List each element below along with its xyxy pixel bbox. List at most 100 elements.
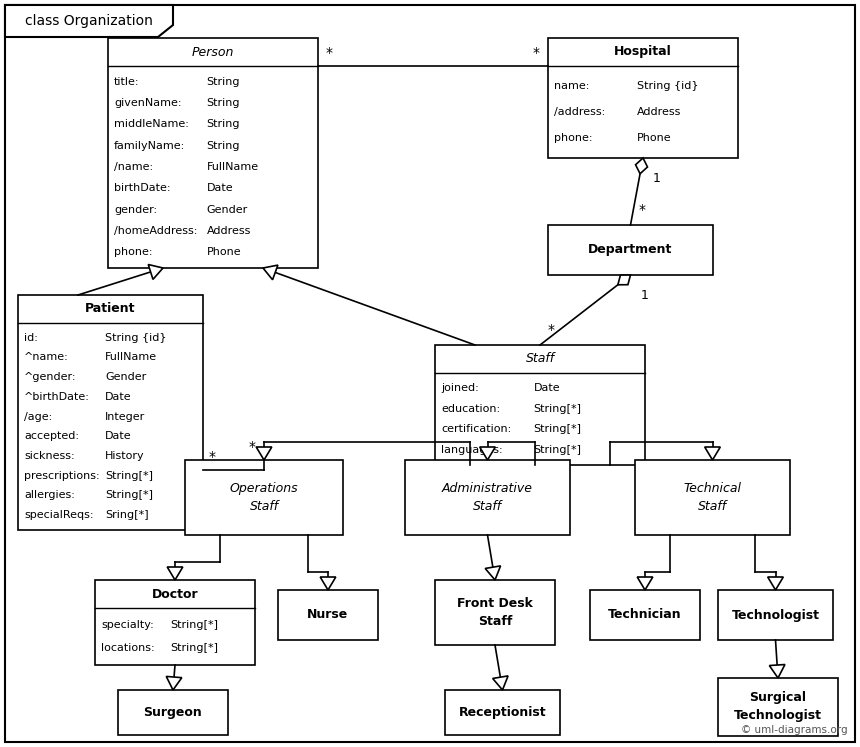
Polygon shape xyxy=(263,265,278,280)
Polygon shape xyxy=(636,158,648,174)
Text: Person: Person xyxy=(192,46,234,58)
Text: Receptionist: Receptionist xyxy=(458,706,546,719)
Text: Address: Address xyxy=(206,226,251,236)
Bar xyxy=(548,38,738,158)
Polygon shape xyxy=(166,677,181,690)
Text: String[*]: String[*] xyxy=(105,471,153,481)
Text: sickness:: sickness: xyxy=(24,451,75,461)
Text: String[*]: String[*] xyxy=(534,404,581,414)
Text: *: * xyxy=(533,46,540,60)
Text: FullName: FullName xyxy=(105,353,157,362)
Bar xyxy=(95,580,255,665)
Text: id:: id: xyxy=(24,332,38,343)
Polygon shape xyxy=(617,275,630,285)
Text: ^gender:: ^gender: xyxy=(24,372,77,382)
Text: *: * xyxy=(209,450,216,464)
Polygon shape xyxy=(256,447,272,460)
Text: Surgeon: Surgeon xyxy=(144,706,202,719)
Text: History: History xyxy=(105,451,144,461)
Bar xyxy=(548,225,713,275)
Text: name:: name: xyxy=(554,81,589,90)
Text: education:: education: xyxy=(441,404,501,414)
Bar xyxy=(405,460,570,535)
Polygon shape xyxy=(704,447,721,460)
Bar xyxy=(278,590,378,640)
Text: String[*]: String[*] xyxy=(105,491,153,500)
Text: String[*]: String[*] xyxy=(534,424,581,434)
Polygon shape xyxy=(148,264,163,279)
Text: Sring[*]: Sring[*] xyxy=(105,510,149,520)
Bar xyxy=(108,38,318,268)
Text: phone:: phone: xyxy=(554,133,593,143)
Text: phone:: phone: xyxy=(114,247,152,257)
Text: Department: Department xyxy=(588,244,673,256)
Text: ^name:: ^name: xyxy=(24,353,69,362)
Polygon shape xyxy=(485,566,501,580)
Bar xyxy=(435,345,645,465)
Text: Staff: Staff xyxy=(525,353,555,365)
Text: Integer: Integer xyxy=(105,412,145,421)
Text: Technician: Technician xyxy=(608,609,682,622)
Bar xyxy=(18,295,203,530)
Bar xyxy=(185,460,343,535)
Text: Gender: Gender xyxy=(206,205,248,214)
Text: Date: Date xyxy=(105,392,132,402)
Text: Doctor: Doctor xyxy=(151,587,199,601)
Text: String {id}: String {id} xyxy=(637,81,699,90)
Text: *: * xyxy=(326,46,333,60)
Bar xyxy=(445,690,560,735)
Text: prescriptions:: prescriptions: xyxy=(24,471,100,481)
Text: © uml-diagrams.org: © uml-diagrams.org xyxy=(741,725,848,735)
Text: Gender: Gender xyxy=(105,372,146,382)
Text: /homeAddress:: /homeAddress: xyxy=(114,226,198,236)
Text: familyName:: familyName: xyxy=(114,140,185,151)
Bar xyxy=(590,590,700,640)
Text: String[*]: String[*] xyxy=(534,444,581,455)
Text: Technologist: Technologist xyxy=(732,609,820,622)
Text: Address: Address xyxy=(637,107,682,117)
Text: String: String xyxy=(206,98,240,108)
Text: 1: 1 xyxy=(653,172,660,185)
Text: Date: Date xyxy=(534,383,561,394)
Text: Front Desk
Staff: Front Desk Staff xyxy=(457,597,533,628)
Text: *: * xyxy=(638,203,646,217)
Text: title:: title: xyxy=(114,77,139,87)
Text: String: String xyxy=(206,77,240,87)
Text: certification:: certification: xyxy=(441,424,511,434)
Text: /address:: /address: xyxy=(554,107,605,117)
Text: accepted:: accepted: xyxy=(24,431,79,441)
Text: Nurse: Nurse xyxy=(307,609,348,622)
Text: specialty:: specialty: xyxy=(101,620,154,630)
Text: specialReqs:: specialReqs: xyxy=(24,510,94,520)
Text: String[*]: String[*] xyxy=(170,620,218,630)
Text: /age:: /age: xyxy=(24,412,52,421)
Text: Technical
Staff: Technical Staff xyxy=(684,482,741,513)
Bar xyxy=(635,460,790,535)
Text: /name:: /name: xyxy=(114,162,153,172)
Polygon shape xyxy=(770,665,785,678)
Text: allergies:: allergies: xyxy=(24,491,75,500)
Text: Date: Date xyxy=(105,431,132,441)
Text: joined:: joined: xyxy=(441,383,479,394)
Polygon shape xyxy=(167,567,183,580)
Bar xyxy=(118,690,228,735)
Text: birthDate:: birthDate: xyxy=(114,183,170,193)
Polygon shape xyxy=(5,5,173,37)
Polygon shape xyxy=(493,676,508,690)
Text: Phone: Phone xyxy=(637,133,672,143)
Bar xyxy=(718,678,838,736)
Text: 1: 1 xyxy=(641,289,648,302)
Text: FullName: FullName xyxy=(206,162,259,172)
Text: Date: Date xyxy=(206,183,233,193)
Polygon shape xyxy=(480,447,495,460)
Text: Patient: Patient xyxy=(85,303,136,315)
Text: Surgical
Technologist: Surgical Technologist xyxy=(734,692,822,722)
Text: String: String xyxy=(206,140,240,151)
Text: givenName:: givenName: xyxy=(114,98,181,108)
Text: String[*]: String[*] xyxy=(170,643,218,653)
Polygon shape xyxy=(768,577,783,590)
Text: languages:: languages: xyxy=(441,444,502,455)
Text: locations:: locations: xyxy=(101,643,155,653)
Polygon shape xyxy=(637,577,653,590)
Text: Administrative
Staff: Administrative Staff xyxy=(442,482,533,513)
